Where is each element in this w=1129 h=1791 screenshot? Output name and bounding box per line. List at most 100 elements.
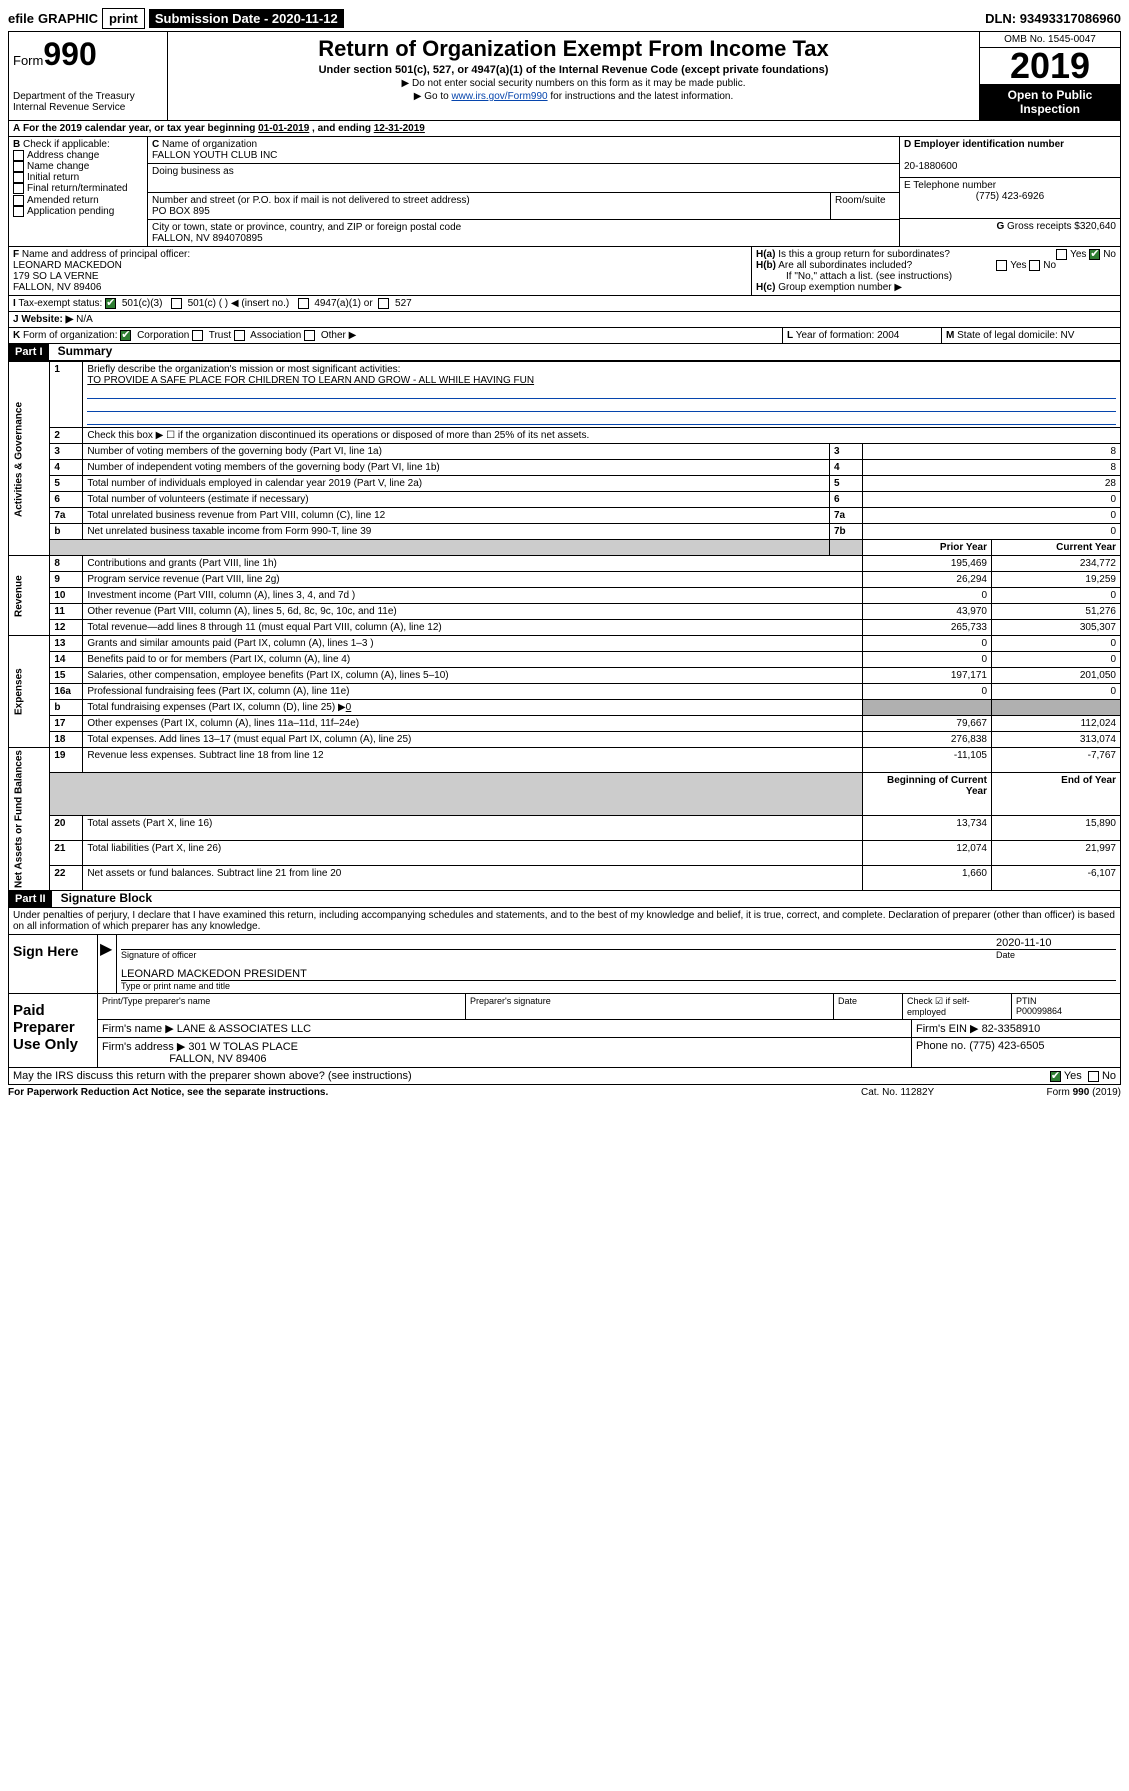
sig-date-label: Date <box>996 950 1116 960</box>
app-pending: Application pending <box>27 206 114 217</box>
discuss-row: May the IRS discuss this return with the… <box>8 1068 1121 1085</box>
preparer-fields: Print/Type preparer's name Preparer's si… <box>98 994 1120 1067</box>
hb-yes-checkbox[interactable] <box>996 260 1007 271</box>
501c-checkbox[interactable] <box>171 298 182 309</box>
initial-return-checkbox[interactable] <box>13 172 24 183</box>
line3-box: 3 <box>834 446 840 457</box>
l19t: Revenue less expenses. Subtract line 18 … <box>83 748 863 773</box>
l8p: 195,469 <box>863 556 992 572</box>
4947-checkbox[interactable] <box>298 298 309 309</box>
trust-checkbox[interactable] <box>192 330 203 341</box>
sign-fields: 2020-11-10 Signature of officer Date LEO… <box>117 935 1120 993</box>
form-number: Form990 <box>13 36 163 73</box>
ein: 20-1880600 <box>904 161 957 172</box>
l21p: 12,074 <box>863 840 992 865</box>
form-word: Form <box>13 53 43 68</box>
e-label: E Telephone number <box>904 180 996 191</box>
amended-checkbox[interactable] <box>13 195 24 206</box>
l17p: 79,667 <box>863 716 992 732</box>
l20t: Total assets (Part X, line 16) <box>83 815 863 840</box>
l12n: 12 <box>54 622 65 633</box>
l9p: 26,294 <box>863 572 992 588</box>
goto-prefix: ▶ Go to <box>414 91 452 102</box>
print-button[interactable]: print <box>102 8 145 29</box>
line7b-val: 0 <box>863 524 1121 540</box>
ha-yes-checkbox[interactable] <box>1056 249 1067 260</box>
527: 527 <box>395 298 412 309</box>
line4-num: 4 <box>54 462 60 473</box>
c-label: C <box>152 139 159 150</box>
section-k: K Form of organization: Corporation Trus… <box>9 328 783 343</box>
discuss-yes: Yes <box>1064 1070 1082 1082</box>
app-pending-checkbox[interactable] <box>13 206 24 217</box>
other-checkbox[interactable] <box>304 330 315 341</box>
hb-yes: Yes <box>1010 260 1026 271</box>
officer-nametitle: LEONARD MACKEDON PRESIDENT <box>121 968 1116 981</box>
part1-header: Part I Summary <box>8 344 1121 361</box>
assoc: Association <box>250 330 301 341</box>
name-change-checkbox[interactable] <box>13 161 24 172</box>
subdate-value: 2020-11-12 <box>272 11 338 26</box>
line7a-val: 0 <box>863 508 1121 524</box>
l22n: 22 <box>54 868 65 879</box>
l16ac: 0 <box>992 684 1121 700</box>
dba-label: Doing business as <box>152 166 234 177</box>
corp-checkbox[interactable] <box>120 330 131 341</box>
discuss-yes-checkbox[interactable] <box>1050 1071 1061 1082</box>
l11p: 43,970 <box>863 604 992 620</box>
other: Other ▶ <box>321 330 356 341</box>
l17c: 112,024 <box>992 716 1121 732</box>
assoc-checkbox[interactable] <box>234 330 245 341</box>
form-ref-year: 2019 <box>1095 1087 1117 1098</box>
dln-value: 93493317086960 <box>1020 11 1121 26</box>
discuss-no-checkbox[interactable] <box>1088 1071 1099 1082</box>
section-f: F Name and address of principal officer:… <box>9 247 752 295</box>
graphic-label: GRAPHIC <box>38 11 98 26</box>
501c3-checkbox[interactable] <box>105 298 116 309</box>
irs-link[interactable]: www.irs.gov/Form990 <box>451 91 547 102</box>
ha-no-checkbox[interactable] <box>1089 249 1100 260</box>
527-checkbox[interactable] <box>378 298 389 309</box>
officer-addr1: 179 SO LA VERNE <box>13 271 99 282</box>
line4-box: 4 <box>834 462 840 473</box>
m-text: State of legal domicile: <box>957 330 1058 341</box>
m-label: M <box>946 330 954 341</box>
line1-text: Briefly describe the organization's miss… <box>87 364 400 375</box>
submission-date: Submission Date - 2020-11-12 <box>149 9 344 28</box>
line3-val: 8 <box>863 444 1121 460</box>
discuss-no: No <box>1102 1070 1116 1082</box>
firmaddr-label: Firm's address ▶ <box>102 1041 185 1053</box>
line2-text: Check this box ▶ ☐ if the organization d… <box>83 428 1121 444</box>
l15n: 15 <box>54 670 65 681</box>
blueline2 <box>87 399 1116 412</box>
addr-change-checkbox[interactable] <box>13 150 24 161</box>
prior-year-hdr: Prior Year <box>940 542 987 553</box>
sig-officer-label: Signature of officer <box>121 950 996 960</box>
header-right: OMB No. 1545-0047 2019 Open to Public In… <box>979 32 1120 120</box>
addr-change: Address change <box>27 150 99 161</box>
hb-note: If "No," attach a list. (see instruction… <box>786 271 952 282</box>
final-return-checkbox[interactable] <box>13 183 24 194</box>
l16btext: Total fundraising expenses (Part IX, col… <box>87 702 345 713</box>
name-change: Name change <box>27 161 89 172</box>
line4-val: 8 <box>863 460 1121 476</box>
section-deg: D Employer identification number 20-1880… <box>900 137 1120 246</box>
section-c: C Name of organization FALLON YOUTH CLUB… <box>148 137 900 246</box>
l14n: 14 <box>54 654 65 665</box>
subtitle-2: ▶ Do not enter social security numbers o… <box>172 78 975 89</box>
period-begin: 01-01-2019 <box>258 123 309 134</box>
year-formation: 2004 <box>877 330 899 341</box>
line3-text: Number of voting members of the governin… <box>83 444 830 460</box>
l9c: 19,259 <box>992 572 1121 588</box>
hb-no-checkbox[interactable] <box>1029 260 1040 271</box>
period-text2: , and ending <box>309 123 373 134</box>
prep-date-label: Date <box>834 994 903 1019</box>
j-label: J <box>13 314 19 325</box>
org-name: FALLON YOUTH CLUB INC <box>152 150 277 161</box>
begbal-hdr: Beginning of Current Year <box>887 775 987 797</box>
balance-spacer <box>50 773 863 815</box>
l10p: 0 <box>863 588 992 604</box>
l16bval: 0 <box>346 702 352 713</box>
initial-return: Initial return <box>27 172 79 183</box>
l12p: 265,733 <box>863 620 992 636</box>
